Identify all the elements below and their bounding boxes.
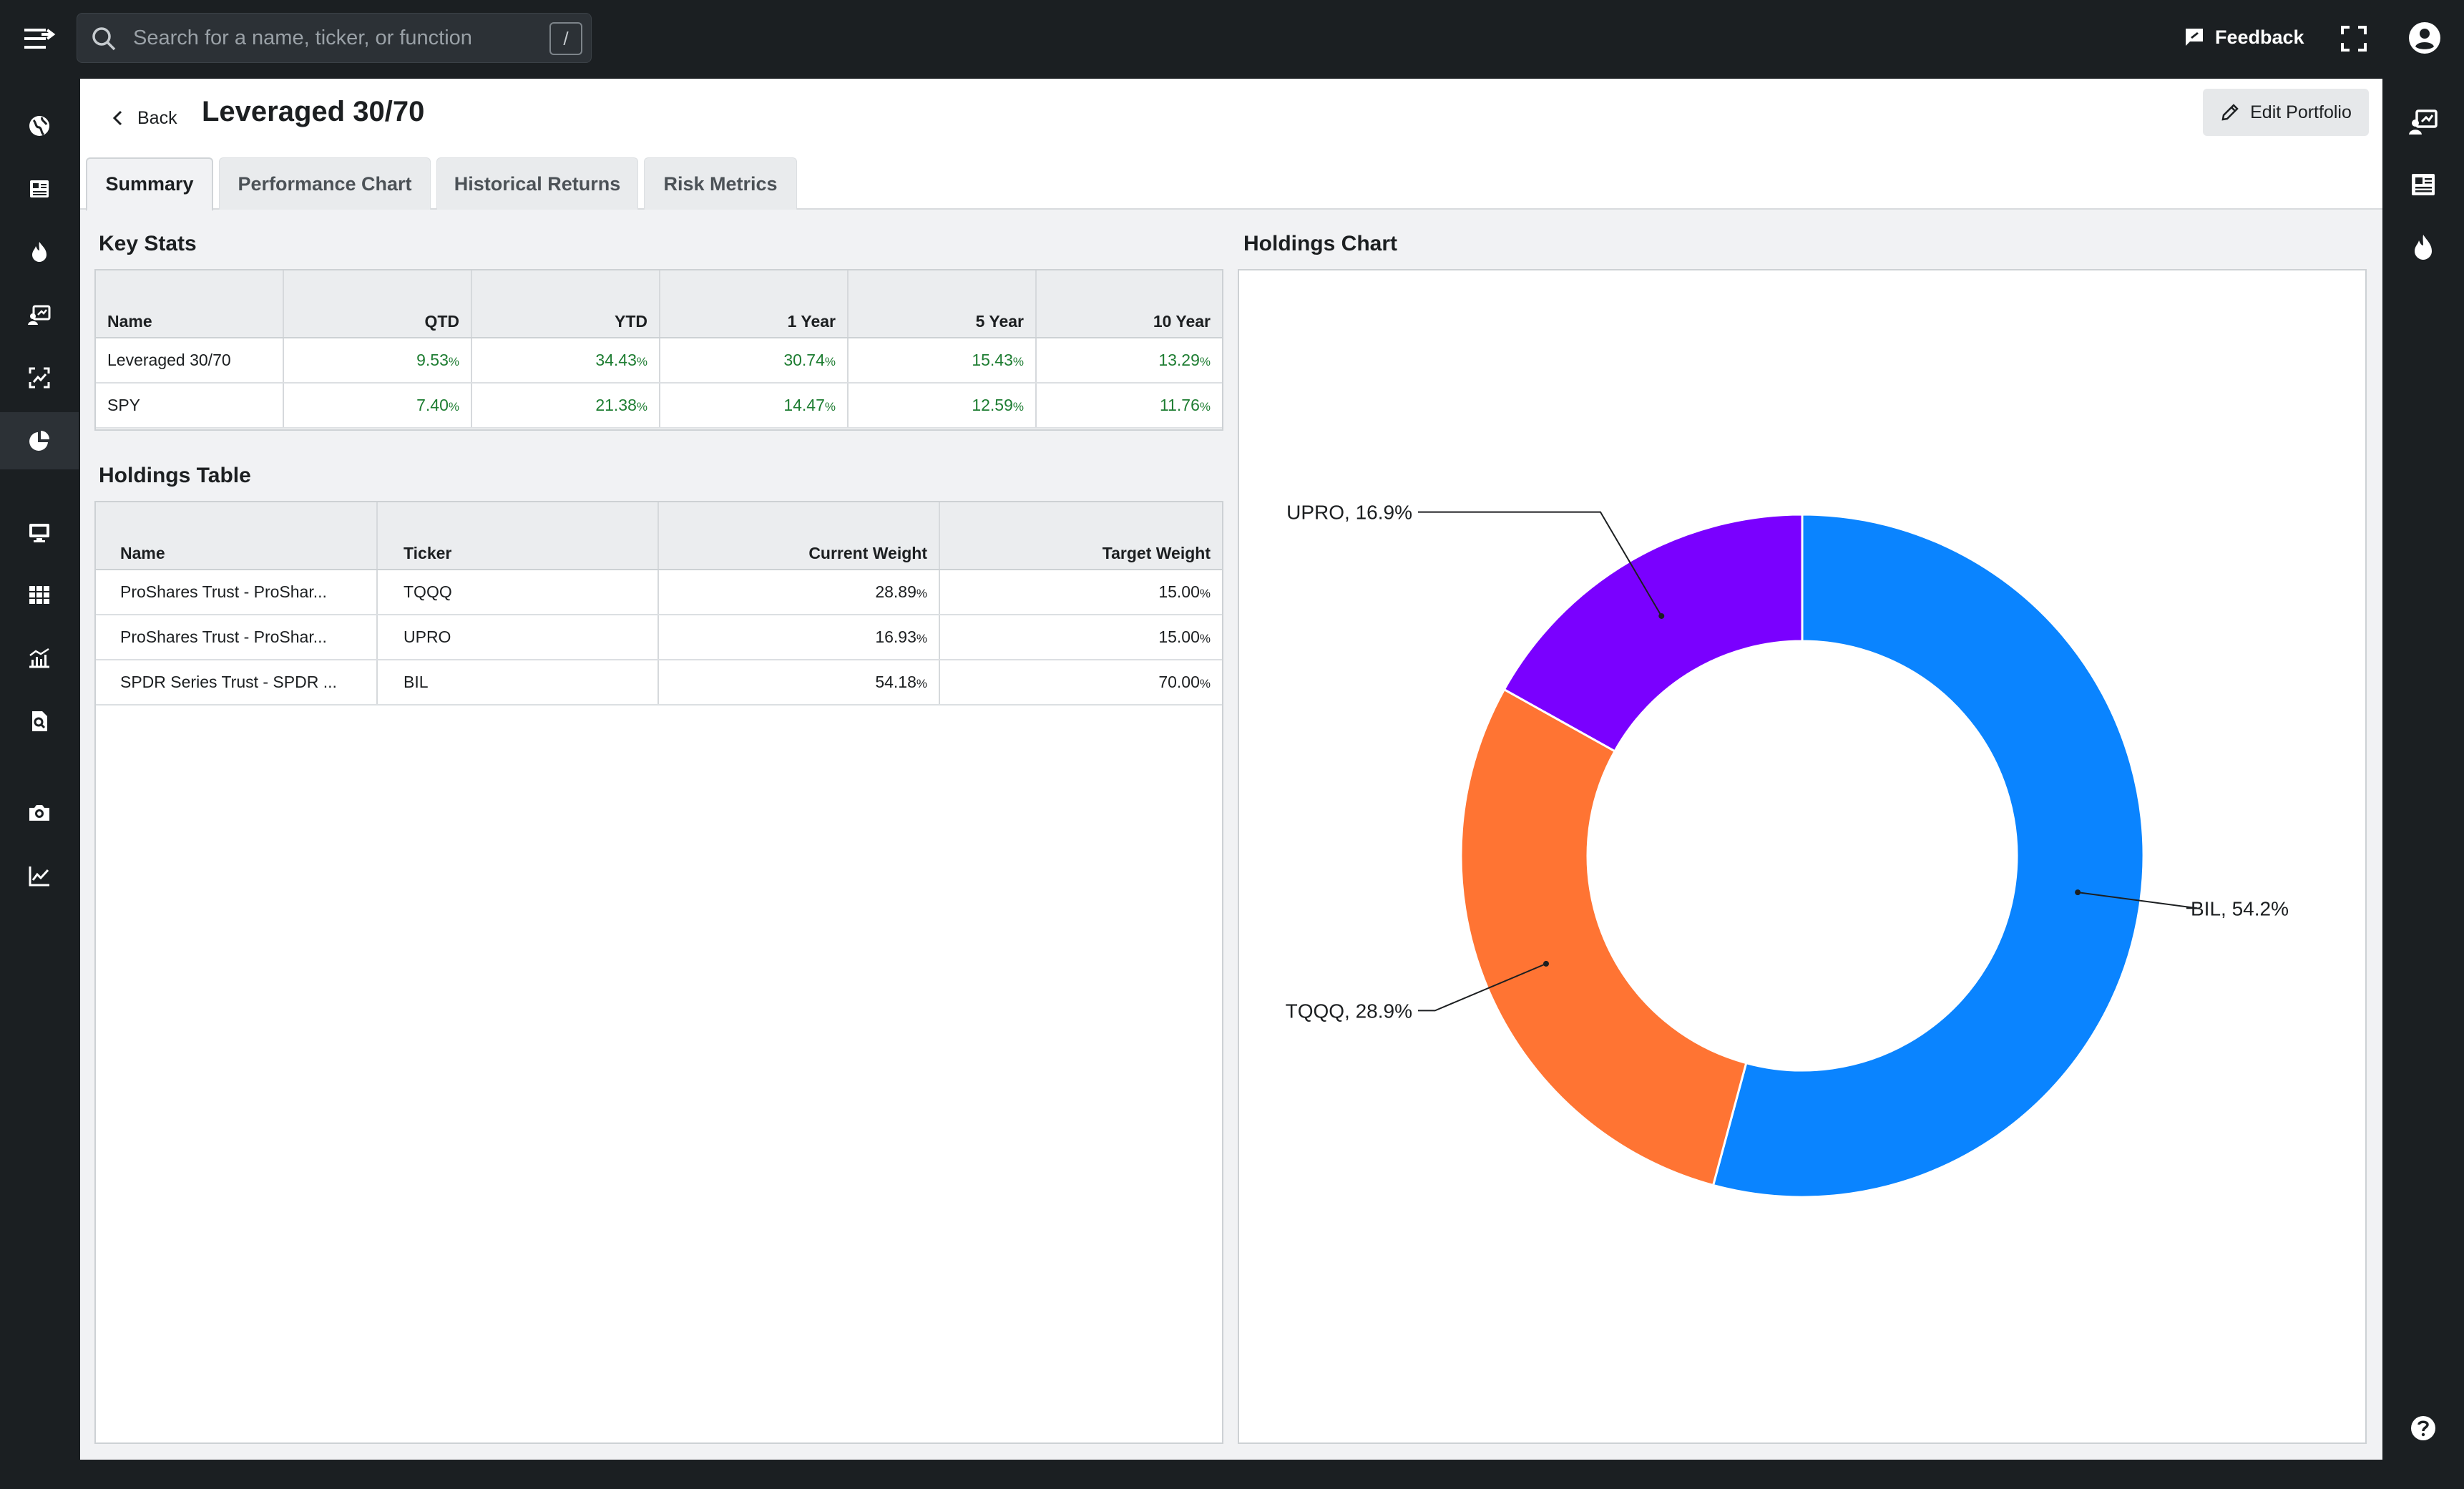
tab-performance-chart[interactable]: Performance Chart: [219, 157, 431, 210]
flame-icon[interactable]: [0, 223, 79, 280]
news-icon[interactable]: [0, 160, 79, 218]
right-sidebar: [2382, 77, 2464, 1489]
column-header[interactable]: QTD: [283, 270, 472, 338]
main-panel: Back Leveraged 30/70 Edit Portfolio Summ…: [80, 79, 2382, 1460]
slice-label: UPRO, 16.9%: [1286, 502, 1412, 524]
help-icon[interactable]: [2382, 1400, 2464, 1457]
page-title: Leveraged 30/70: [202, 96, 425, 127]
tab-historical-returns[interactable]: Historical Returns: [436, 157, 638, 210]
target-weight-cell: 70.00%: [939, 660, 1222, 706]
chevron-left-icon: [112, 110, 122, 126]
table-row[interactable]: ProShares Trust - ProShar... TQQQ 28.89%…: [96, 570, 1222, 615]
column-header[interactable]: Target Weight: [939, 502, 1222, 570]
table-row[interactable]: ProShares Trust - ProShar... UPRO 16.93%…: [96, 615, 1222, 660]
search-input[interactable]: Search for a name, ticker, or function: [133, 26, 472, 49]
column-header[interactable]: YTD: [471, 270, 660, 338]
return-cell: 30.74%: [660, 338, 849, 384]
news-icon[interactable]: [2382, 156, 2464, 213]
key-stats-table: Name QTD YTD 1 Year 5 Year 10 Year Lever…: [94, 269, 1223, 431]
return-cell: 13.29%: [1036, 338, 1222, 384]
donut-slice-bil[interactable]: [1711, 513, 2145, 1198]
target-weight-cell: 15.00%: [939, 615, 1222, 660]
return-cell: 9.53%: [283, 338, 472, 384]
holding-name: ProShares Trust - ProShar...: [96, 570, 378, 615]
tab-summary[interactable]: Summary: [86, 157, 213, 211]
column-header[interactable]: Current Weight: [658, 502, 940, 570]
flame-icon[interactable]: [2382, 219, 2464, 276]
column-header[interactable]: 10 Year: [1036, 270, 1222, 338]
return-cell: 15.43%: [848, 338, 1037, 384]
return-cell: 34.43%: [471, 338, 660, 384]
slice-label: TQQQ, 28.9%: [1286, 1000, 1412, 1022]
feedback-icon: [2186, 29, 2203, 46]
user-avatar-icon[interactable]: [2407, 20, 2443, 56]
column-header[interactable]: Ticker: [377, 502, 659, 570]
feedback-label: Feedback: [2215, 26, 2304, 48]
holding-name: SPDR Series Trust - SPDR ...: [96, 660, 378, 706]
leader-line: [2077, 892, 2198, 909]
column-header[interactable]: Name: [96, 502, 378, 570]
holdings-table-title: Holdings Table: [99, 464, 251, 487]
holdings-chart-title: Holdings Chart: [1243, 232, 1397, 255]
portfolio-pie-icon[interactable]: [0, 412, 79, 469]
column-header[interactable]: Name: [96, 270, 284, 338]
current-weight-cell: 54.18%: [658, 660, 940, 706]
camera-icon[interactable]: [0, 784, 79, 841]
pencil-icon: [2221, 104, 2239, 121]
current-weight-cell: 16.93%: [658, 615, 940, 660]
holdings-table: Name Ticker Current Weight Target Weight…: [94, 501, 1223, 1444]
left-sidebar: [0, 77, 79, 1489]
donut-slice-tqqq[interactable]: [1460, 688, 1748, 1187]
globe-icon[interactable]: [0, 97, 79, 155]
key-stats-title: Key Stats: [99, 232, 197, 255]
column-header[interactable]: 5 Year: [848, 270, 1037, 338]
back-button[interactable]: Back: [109, 100, 177, 136]
return-cell: 21.38%: [471, 383, 660, 429]
monitor-icon[interactable]: [0, 504, 79, 561]
target-weight-cell: 15.00%: [939, 570, 1222, 615]
slice-label: BIL, 54.2%: [2191, 897, 2289, 919]
holdings-chart: BIL, 54.2% TQQQ, 28.9% UPRO, 16.9%: [1238, 269, 2367, 1444]
return-cell: 11.76%: [1036, 383, 1222, 429]
screener-icon[interactable]: [2382, 93, 2464, 150]
table-header-row: Name Ticker Current Weight Target Weight: [96, 502, 1222, 570]
column-header[interactable]: 1 Year: [660, 270, 849, 338]
search-bar[interactable]: Search for a name, ticker, or function /: [77, 13, 592, 63]
donut-slice-upro[interactable]: [1502, 513, 1804, 753]
edit-portfolio-button[interactable]: Edit Portfolio: [2203, 89, 2369, 136]
leader-line: [1418, 511, 1663, 617]
holding-ticker: BIL: [377, 660, 659, 706]
search-icon: [92, 27, 116, 51]
table-row[interactable]: Leveraged 30/70 9.53% 34.43% 30.74% 15.4…: [96, 338, 1222, 384]
back-label: Back: [137, 107, 177, 128]
document-search-icon[interactable]: [0, 693, 79, 750]
edit-portfolio-label: Edit Portfolio: [2250, 102, 2352, 122]
current-weight-cell: 28.89%: [658, 570, 940, 615]
table-row[interactable]: SPDR Series Trust - SPDR ... BIL 54.18% …: [96, 660, 1222, 706]
return-cell: 12.59%: [848, 383, 1037, 429]
line-chart-icon[interactable]: [0, 847, 79, 904]
row-name: Leveraged 30/70: [96, 338, 284, 384]
feedback-button[interactable]: Feedback: [2184, 21, 2304, 53]
table-header-row: Name QTD YTD 1 Year 5 Year 10 Year: [96, 270, 1222, 338]
top-bar: Search for a name, ticker, or function /…: [0, 0, 2464, 77]
return-cell: 7.40%: [283, 383, 472, 429]
screener-icon[interactable]: [0, 286, 79, 343]
tab-risk-metrics[interactable]: Risk Metrics: [644, 157, 797, 210]
search-shortcut-badge: /: [549, 22, 582, 55]
row-name: SPY: [96, 383, 284, 429]
holding-ticker: TQQQ: [377, 570, 659, 615]
table-row[interactable]: SPY 7.40% 21.38% 14.47% 12.59% 11.76%: [96, 383, 1222, 429]
return-cell: 14.47%: [660, 383, 849, 429]
page-header: Back Leveraged 30/70 Edit Portfolio Summ…: [80, 79, 2382, 211]
donut-chart: BIL, 54.2% TQQQ, 28.9% UPRO, 16.9%: [1286, 502, 2289, 1198]
chart-bars-icon[interactable]: [0, 630, 79, 687]
analysis-icon[interactable]: [0, 349, 79, 406]
fullscreen-icon[interactable]: [2338, 23, 2370, 54]
grid-icon[interactable]: [0, 567, 79, 624]
menu-toggle-icon[interactable]: [20, 20, 57, 57]
leader-line: [1418, 963, 1547, 1012]
holding-ticker: UPRO: [377, 615, 659, 660]
holding-name: ProShares Trust - ProShar...: [96, 615, 378, 660]
